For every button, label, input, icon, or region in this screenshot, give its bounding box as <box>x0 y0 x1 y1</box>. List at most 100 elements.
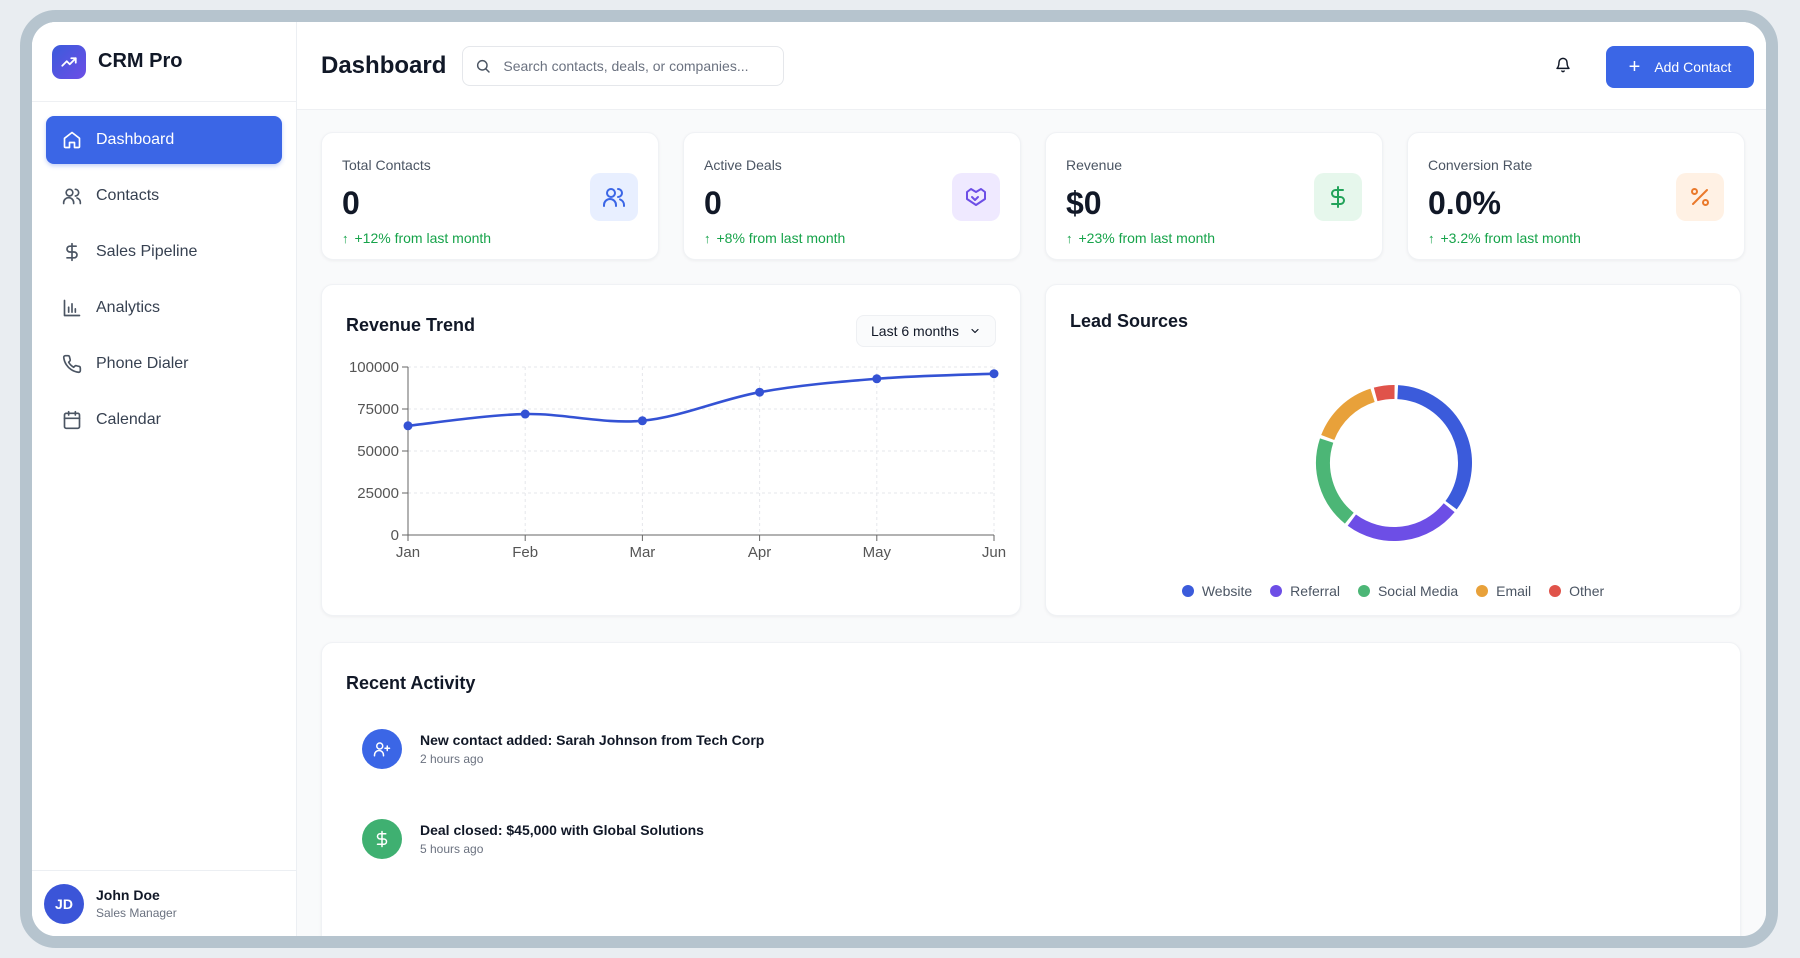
dollar-icon <box>362 819 402 859</box>
home-icon <box>63 131 81 149</box>
sidebar-item-label: Dashboard <box>96 131 175 148</box>
lead-sources-donut-chart <box>1316 385 1472 541</box>
stat-label: Active Deals <box>704 157 782 173</box>
stat-label: Revenue <box>1066 157 1123 173</box>
user-plus-icon <box>362 729 402 769</box>
sidebar-nav: Dashboard Contacts Sales Pipeline Analyt… <box>32 102 296 444</box>
stat-value: 0 <box>342 185 360 221</box>
revenue-trend-title: Revenue Trend <box>346 315 476 335</box>
pie-slice[interactable] <box>1321 388 1375 441</box>
stat-card-revenue: Revenue $0 ↑ +23% from last month <box>1045 132 1383 260</box>
activity-text: Deal closed: $45,000 with Global Solutio… <box>420 822 704 838</box>
activity-time: 5 hours ago <box>420 842 484 856</box>
legend-swatch <box>1357 585 1370 597</box>
activity-content: New contact added: Sarah Johnson from Te… <box>420 732 764 766</box>
search-box <box>462 45 785 86</box>
user-info: John Doe Sales Manager <box>96 887 177 920</box>
pie-slice[interactable] <box>1347 503 1455 541</box>
user-name: John Doe <box>96 887 160 903</box>
percent-icon <box>1676 173 1724 221</box>
sidebar-item-analytics[interactable]: Analytics <box>46 284 282 332</box>
sidebar-item-label: Sales Pipeline <box>96 243 198 260</box>
activity-time: 2 hours ago <box>420 752 484 766</box>
legend-item[interactable]: Social Media <box>1357 583 1459 599</box>
crm-app: CRM Pro Dashboard Contacts Sales Pipelin… <box>32 22 1766 936</box>
legend-label: Referral <box>1290 583 1340 599</box>
device-frame: CRM Pro Dashboard Contacts Sales Pipelin… <box>20 10 1778 948</box>
activity-item[interactable]: New contact added: Sarah Johnson from Te… <box>362 729 764 769</box>
arrow-up-icon: ↑ <box>704 230 711 246</box>
stat-value: 0 <box>704 185 722 221</box>
sidebar-item-calendar[interactable]: Calendar <box>46 396 282 444</box>
activity-item[interactable]: Deal closed: $45,000 with Global Solutio… <box>362 819 764 859</box>
user-profile[interactable]: JD John Doe Sales Manager <box>32 870 296 936</box>
stat-value: 0.0% <box>1428 185 1501 221</box>
activity-text: New contact added: Sarah Johnson from Te… <box>420 732 765 748</box>
legend-item[interactable]: Referral <box>1270 583 1340 599</box>
legend-item[interactable]: Other <box>1549 583 1604 599</box>
calendar-icon <box>63 410 81 430</box>
revenue-line-chart: 0 25000 50000 75000 100000 Jan Feb Mar Apr May Jun <box>349 359 1006 561</box>
dollar-icon <box>66 242 78 262</box>
add-contact-label: Add Contact <box>1654 59 1732 75</box>
arrow-up-icon: ↑ <box>1428 230 1435 246</box>
y-tick-label: 50000 <box>357 443 399 460</box>
stat-change: ↑ +8% from last month <box>704 230 1000 246</box>
x-tick-label: Apr <box>748 544 771 561</box>
users-icon <box>590 173 638 221</box>
data-point[interactable] <box>403 421 413 431</box>
arrow-up-icon: ↑ <box>342 230 349 246</box>
trending-up-icon <box>52 44 86 79</box>
sidebar-item-dashboard[interactable]: Dashboard <box>46 116 282 164</box>
sidebar-item-label: Phone Dialer <box>96 355 189 372</box>
data-point[interactable] <box>872 374 882 384</box>
bell-icon[interactable] <box>1550 52 1576 78</box>
main-content: Dashboard + Add Contact Total Contacts 0… <box>297 22 1766 936</box>
pie-slice[interactable] <box>1373 385 1395 402</box>
legend-label: Website <box>1201 583 1253 599</box>
search-input[interactable] <box>503 57 764 74</box>
add-contact-button[interactable]: + Add Contact <box>1606 46 1754 88</box>
series-line <box>407 372 995 428</box>
phone-icon <box>62 354 82 374</box>
page-title: Dashboard <box>321 51 447 79</box>
data-point[interactable] <box>755 387 765 397</box>
x-tick-label: May <box>863 544 892 561</box>
legend-swatch <box>1181 585 1194 597</box>
x-tick-label: Jun <box>982 544 1006 561</box>
stat-change: ↑ +12% from last month <box>342 230 638 246</box>
legend-item[interactable]: Email <box>1476 583 1531 599</box>
activity-list: New contact added: Sarah Johnson from Te… <box>362 729 764 909</box>
legend-swatch <box>1270 585 1283 597</box>
user-role: Sales Manager <box>96 906 177 920</box>
pie-slice[interactable] <box>1397 385 1472 510</box>
activity-content: Deal closed: $45,000 with Global Solutio… <box>420 822 704 856</box>
stat-card-total-contacts: Total Contacts 0 ↑ +12% from last month <box>321 132 659 260</box>
y-tick-label: 0 <box>391 527 399 544</box>
data-point[interactable] <box>989 369 999 379</box>
stat-change: ↑ +3.2% from last month <box>1428 230 1724 246</box>
stat-label: Total Contacts <box>342 157 431 173</box>
topbar: Dashboard + Add Contact <box>297 22 1766 110</box>
pie-slice[interactable] <box>1316 438 1354 524</box>
stat-card-conversion-rate: Conversion Rate 0.0% ↑ +3.2% from last mo… <box>1407 132 1745 260</box>
chart-legend: Website Referral Social Media Email Other <box>1046 583 1740 599</box>
sidebar-item-sales-pipeline[interactable]: Sales Pipeline <box>46 228 282 276</box>
x-tick-label: Mar <box>629 544 655 561</box>
recent-activity-panel: Recent Activity New contact added: Sarah… <box>321 642 1741 936</box>
stat-change-text: +23% from last month <box>1078 230 1216 246</box>
range-select[interactable]: Last 6 months <box>856 315 996 347</box>
recent-activity-title: Recent Activity <box>346 673 476 693</box>
sidebar-item-contacts[interactable]: Contacts <box>46 172 282 220</box>
x-tick-label: Jan <box>396 544 420 561</box>
legend-label: Social Media <box>1377 583 1459 599</box>
data-point[interactable] <box>637 416 647 426</box>
data-point[interactable] <box>520 409 530 419</box>
bar-chart-icon <box>63 299 81 317</box>
stat-change-text: +12% from last month <box>354 230 492 246</box>
legend-item[interactable]: Website <box>1181 583 1253 599</box>
search-icon <box>477 59 491 73</box>
sidebar-item-phone-dialer[interactable]: Phone Dialer <box>46 340 282 388</box>
stat-label: Conversion Rate <box>1428 157 1533 173</box>
lead-sources-title: Lead Sources <box>1070 311 1189 331</box>
